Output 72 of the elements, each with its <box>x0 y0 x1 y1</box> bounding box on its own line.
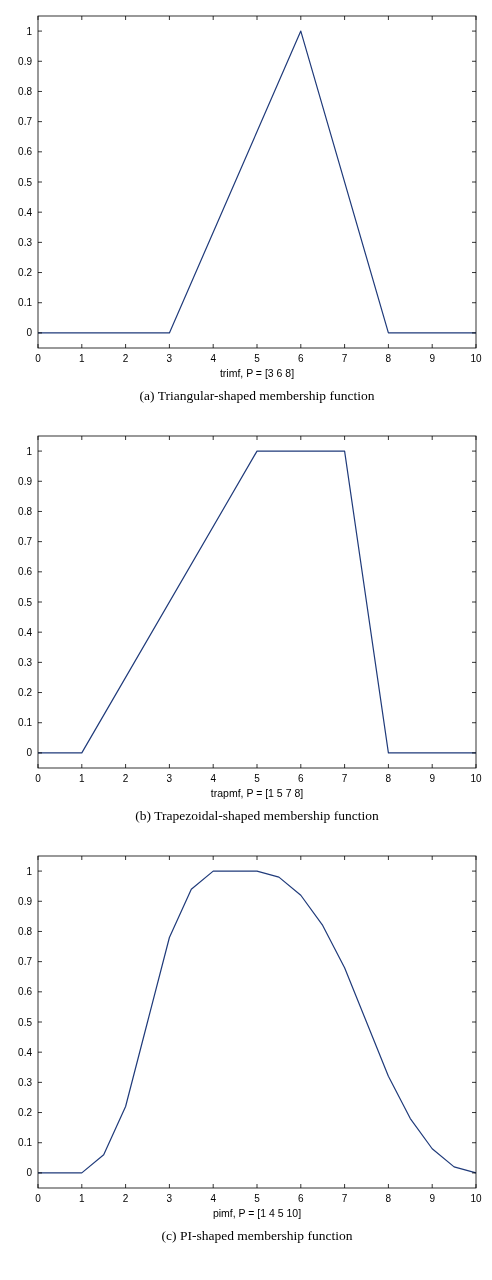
x-tick-label: 4 <box>210 773 217 784</box>
y-tick-label: 1 <box>26 25 33 37</box>
x-tick-label: 5 <box>254 353 261 364</box>
y-tick-label: 0.1 <box>18 1137 33 1149</box>
y-tick-label: 0.7 <box>18 956 33 968</box>
text: (a) Triangular-shaped membership function <box>139 388 375 403</box>
y-tick-label: 0 <box>26 747 33 759</box>
x-tick-label: 2 <box>122 353 129 364</box>
y-tick-label: 0.1 <box>18 717 33 729</box>
y-tick-label: 0.4 <box>18 1046 33 1058</box>
x-tick-label: 6 <box>298 773 305 784</box>
x-tick-label: 1 <box>79 1193 86 1204</box>
x-tick-label: 6 <box>298 1193 305 1204</box>
y-tick-label: 0.7 <box>18 536 33 548</box>
y-tick-label: 0.5 <box>18 596 33 608</box>
y-tick-label: 0.4 <box>18 206 33 218</box>
y-tick-label: 0.3 <box>18 1076 33 1088</box>
x-tick-label: 1 <box>79 353 86 364</box>
x-tick-label: 5 <box>254 773 261 784</box>
x-tick-label: 10 <box>470 773 482 784</box>
y-tick-label: 0.7 <box>18 116 33 128</box>
x-tick-label: 5 <box>254 1193 261 1204</box>
y-tick-label: 1 <box>26 445 33 457</box>
x-tick-label: 8 <box>385 773 392 784</box>
x-tick-label: 3 <box>166 1193 173 1204</box>
x-axis-title: pimf, P = [1 4 5 10] <box>212 1207 302 1219</box>
x-tick-label: 7 <box>341 773 348 784</box>
x-tick-label: 4 <box>210 353 217 364</box>
y-tick-label: 0.8 <box>18 505 33 517</box>
y-tick-label: 0.3 <box>18 236 33 248</box>
y-tick-label: 0.1 <box>18 297 33 309</box>
y-tick-label: 0.8 <box>18 925 33 937</box>
y-tick-label: 0.5 <box>18 176 33 188</box>
y-tick-label: 0.5 <box>18 1016 33 1028</box>
x-axis-title: trimf, P = [3 6 8] <box>219 367 295 379</box>
y-tick-label: 0.6 <box>18 566 33 578</box>
x-tick-label: 3 <box>166 353 173 364</box>
y-tick-label: 0.9 <box>18 895 33 907</box>
y-tick-label: 0.8 <box>18 85 33 97</box>
x-axis-title: trapmf, P = [1 5 7 8] <box>210 787 304 799</box>
x-tick-label: 7 <box>341 1193 348 1204</box>
x-tick-label: 9 <box>429 353 436 364</box>
y-tick-label: 0.2 <box>18 687 33 699</box>
x-tick-label: 2 <box>122 773 129 784</box>
y-tick-label: 0.4 <box>18 626 33 638</box>
x-tick-label: 8 <box>385 353 392 364</box>
y-tick-label: 0.9 <box>18 55 33 67</box>
y-tick-label: 0.6 <box>18 146 33 158</box>
y-tick-label: 1 <box>26 865 33 877</box>
y-tick-label: 0.3 <box>18 656 33 668</box>
x-tick-label: 8 <box>385 1193 392 1204</box>
y-tick-label: 0 <box>26 1167 33 1179</box>
x-tick-label: 0 <box>35 1193 42 1204</box>
x-tick-label: 7 <box>341 353 348 364</box>
x-tick-label: 9 <box>429 1193 436 1204</box>
x-tick-label: 1 <box>79 773 86 784</box>
x-tick-label: 10 <box>470 353 482 364</box>
x-tick-label: 2 <box>122 1193 129 1204</box>
x-tick-label: 0 <box>35 353 42 364</box>
text: (c) PI-shaped membership function <box>161 1228 353 1243</box>
x-tick-label: 4 <box>210 1193 217 1204</box>
x-tick-label: 9 <box>429 773 436 784</box>
y-tick-label: 0.2 <box>18 267 33 279</box>
text: (b) Trapezoidal-shaped membership function <box>135 808 379 823</box>
y-tick-label: 0 <box>26 327 33 339</box>
y-tick-label: 0.2 <box>18 1107 33 1119</box>
x-tick-label: 10 <box>470 1193 482 1204</box>
y-tick-label: 0.6 <box>18 986 33 998</box>
y-tick-label: 0.9 <box>18 475 33 487</box>
x-tick-label: 3 <box>166 773 173 784</box>
x-tick-label: 6 <box>298 353 305 364</box>
x-tick-label: 0 <box>35 773 42 784</box>
